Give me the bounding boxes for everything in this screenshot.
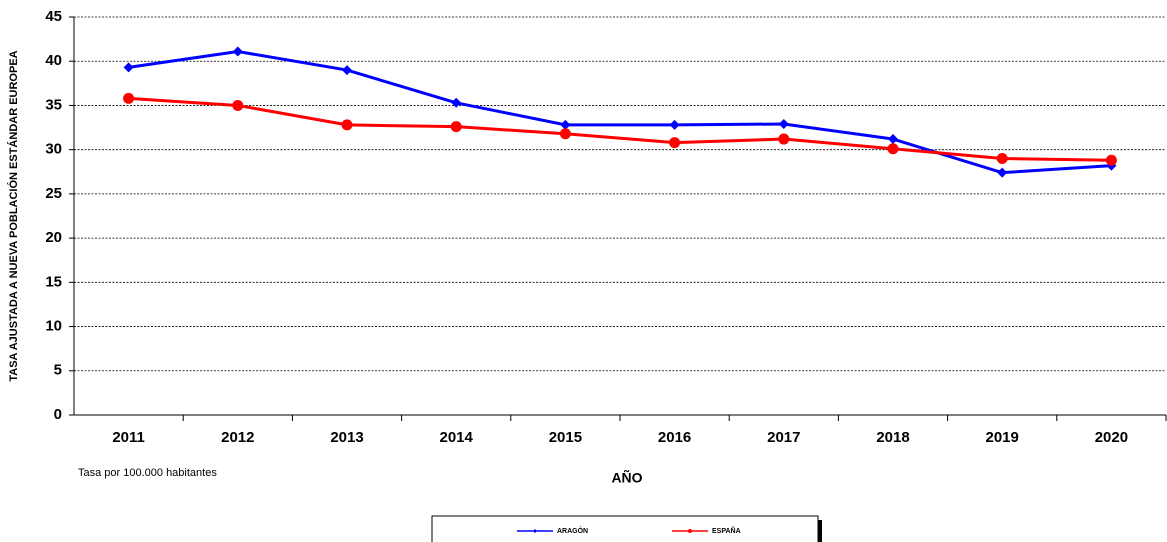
point bbox=[560, 119, 571, 130]
legend-marker bbox=[688, 529, 692, 533]
x-tick-label: 2020 bbox=[1095, 429, 1128, 446]
y-tick-label: 35 bbox=[45, 96, 62, 113]
y-tick-label: 40 bbox=[45, 52, 62, 69]
point bbox=[450, 121, 462, 133]
point bbox=[123, 62, 134, 73]
point bbox=[997, 167, 1008, 178]
x-tick-label: 2019 bbox=[986, 429, 1019, 446]
y-tick-label: 25 bbox=[45, 185, 62, 202]
point bbox=[996, 153, 1008, 165]
y-tick-label: 15 bbox=[45, 273, 62, 290]
line bbox=[128, 49, 1112, 175]
note: Tasa por 100.000 habitantes bbox=[78, 467, 217, 479]
x-tick-label: 2013 bbox=[330, 429, 363, 446]
x-tick-label: 2018 bbox=[876, 429, 909, 446]
x-tick-label: 2014 bbox=[440, 429, 474, 446]
x-axis-label: AÑO bbox=[611, 469, 642, 486]
point bbox=[342, 65, 352, 76]
point bbox=[778, 133, 790, 145]
point bbox=[123, 92, 135, 104]
point bbox=[1105, 154, 1117, 166]
legend-label: ESPAÑA bbox=[712, 526, 741, 535]
y-tick-label: 45 bbox=[45, 8, 62, 25]
point bbox=[559, 128, 571, 140]
y-axis-label: TASA AJUSTADA A NUEVA POBLACIÓN ESTÁNDAR… bbox=[7, 50, 20, 381]
point bbox=[669, 119, 680, 130]
point bbox=[888, 134, 898, 145]
x-tick-label: 2015 bbox=[549, 429, 582, 446]
point bbox=[669, 137, 681, 149]
legend-label: ARAGÓN bbox=[557, 526, 588, 535]
x-tick-label: 2016 bbox=[658, 429, 691, 446]
x-tick-label: 2017 bbox=[767, 429, 800, 446]
y-tick-label: 30 bbox=[45, 141, 62, 158]
y-tick-label: 0 bbox=[54, 406, 62, 423]
legend-marker bbox=[533, 529, 537, 533]
y-tick-label: 5 bbox=[54, 362, 62, 379]
point bbox=[341, 119, 353, 131]
line bbox=[128, 96, 1112, 162]
point bbox=[232, 99, 244, 111]
x-tick-label: 2012 bbox=[221, 429, 254, 446]
point bbox=[778, 119, 789, 130]
point bbox=[887, 143, 899, 155]
point bbox=[451, 97, 462, 108]
x-tick-label: 2011 bbox=[112, 429, 145, 446]
point bbox=[232, 46, 243, 57]
y-tick-label: 20 bbox=[45, 229, 62, 246]
y-tick-label: 10 bbox=[45, 318, 62, 335]
legend-box bbox=[431, 515, 819, 542]
